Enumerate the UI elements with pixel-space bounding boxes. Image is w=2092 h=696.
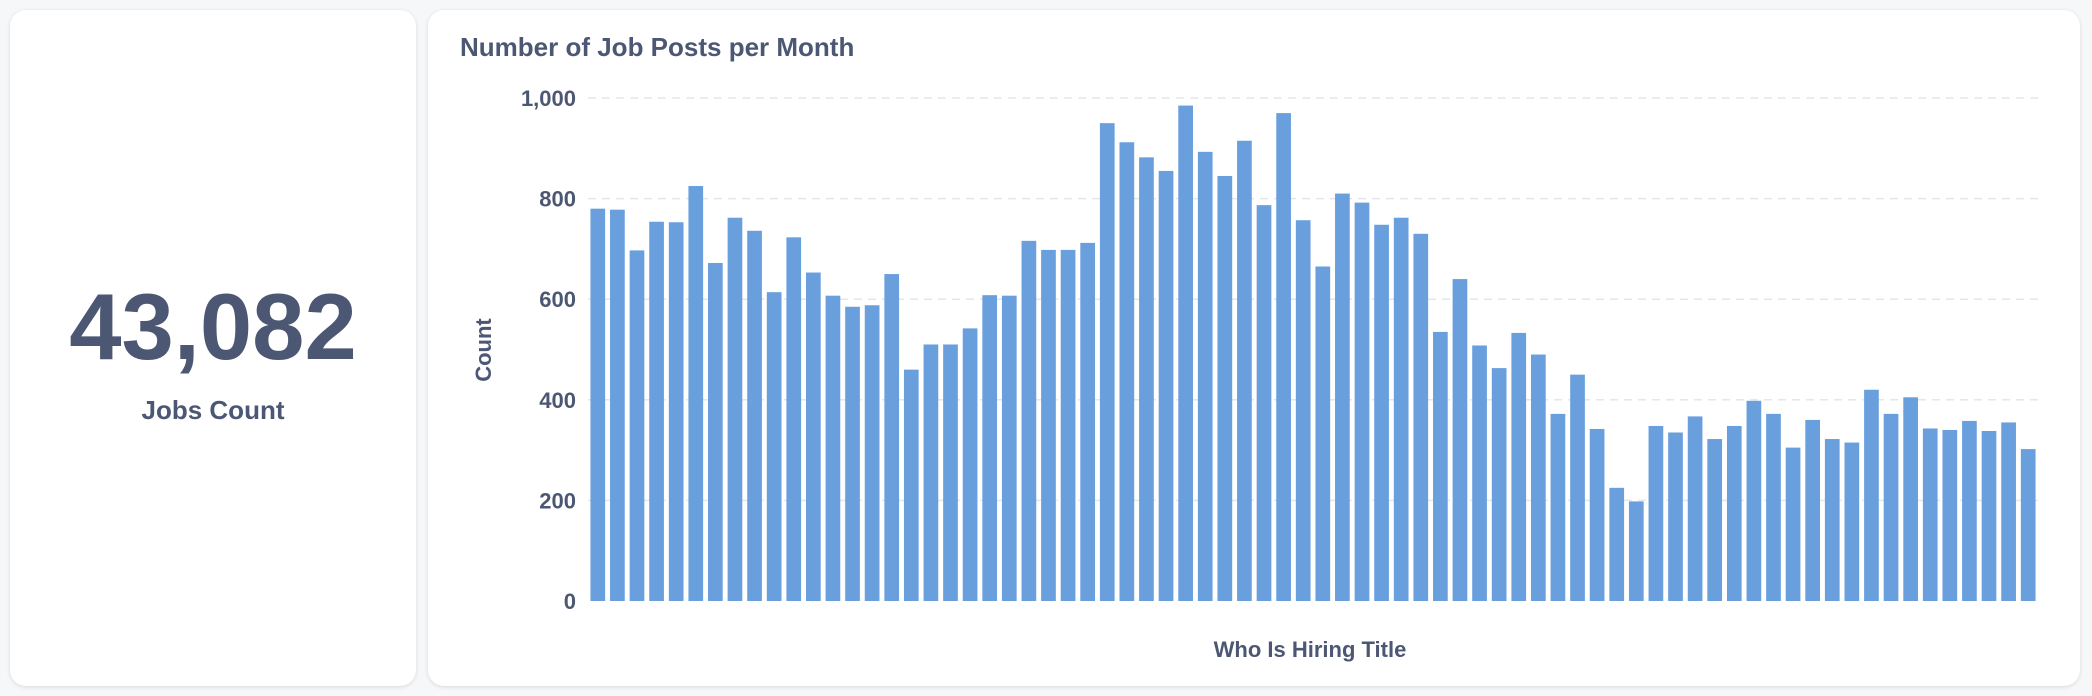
bar[interactable]	[943, 344, 958, 601]
bar[interactable]	[1668, 432, 1683, 602]
bar[interactable]	[1354, 202, 1370, 601]
bar[interactable]	[1119, 142, 1135, 601]
bar[interactable]	[923, 344, 939, 601]
bar[interactable]	[1060, 249, 1076, 601]
bar[interactable]	[1099, 123, 1115, 602]
bar[interactable]	[1903, 397, 1918, 601]
bar[interactable]	[590, 208, 606, 601]
bar[interactable]	[884, 274, 900, 601]
bar[interactable]	[1158, 170, 1174, 601]
bar[interactable]	[1766, 413, 1781, 601]
bar[interactable]	[864, 305, 880, 601]
bar[interactable]	[1295, 220, 1311, 602]
bar[interactable]	[1805, 419, 1821, 601]
bar[interactable]	[1746, 400, 1762, 601]
y-tick-label: 0	[564, 589, 576, 614]
bar[interactable]	[1217, 175, 1233, 601]
bar[interactable]	[1511, 332, 1527, 601]
bar[interactable]	[1844, 442, 1860, 601]
y-tick-label: 400	[539, 388, 576, 413]
y-tick-label: 200	[539, 488, 576, 513]
bar[interactable]	[1609, 487, 1625, 601]
bar[interactable]	[610, 209, 625, 602]
y-axis-ticks: 0 200 400 600 800 1,000	[521, 86, 576, 614]
bar[interactable]	[1374, 224, 1389, 601]
y-tick-label: 600	[539, 287, 576, 312]
bar[interactable]	[1962, 420, 1977, 601]
bar[interactable]	[1472, 345, 1487, 601]
bar[interactable]	[629, 250, 645, 601]
bar[interactable]	[1256, 205, 1272, 601]
bar[interactable]	[1864, 389, 1879, 601]
bar[interactable]	[805, 272, 821, 601]
bar[interactable]	[1335, 193, 1350, 601]
bar[interactable]	[1707, 439, 1723, 601]
bar[interactable]	[1942, 429, 1958, 601]
bar[interactable]	[1452, 279, 1468, 601]
bar[interactable]	[1139, 157, 1154, 601]
x-axis-label: Who Is Hiring Title	[1214, 637, 1407, 662]
bar[interactable]	[708, 262, 723, 601]
bar[interactable]	[1433, 331, 1448, 601]
y-tick-label: 1,000	[521, 86, 576, 111]
bar[interactable]	[982, 295, 998, 601]
bar[interactable]	[1883, 413, 1899, 601]
bar[interactable]	[1178, 105, 1193, 602]
bar[interactable]	[1197, 151, 1213, 601]
bar[interactable]	[1491, 368, 1507, 601]
bar[interactable]	[1550, 413, 1566, 601]
bar[interactable]	[1080, 242, 1096, 602]
bar-chart: 0 200 400 600 800 1,000 Count Who Is Hiring T…	[471, 86, 2038, 662]
jobs-count-label: Jobs Count	[141, 395, 285, 425]
bar[interactable]	[1237, 140, 1252, 601]
y-tick-label: 800	[539, 187, 576, 212]
bar[interactable]	[766, 292, 782, 601]
bar[interactable]	[688, 186, 704, 601]
bars	[590, 105, 2036, 602]
grid-lines	[588, 97, 2038, 502]
bar[interactable]	[1413, 233, 1429, 601]
bar[interactable]	[1570, 374, 1585, 601]
bar[interactable]	[1530, 354, 1546, 601]
bar[interactable]	[1315, 266, 1331, 602]
bar[interactable]	[1276, 113, 1291, 601]
bar[interactable]	[1824, 439, 1840, 601]
bar[interactable]	[747, 230, 762, 602]
bar[interactable]	[2001, 422, 2016, 601]
bar[interactable]	[1687, 416, 1703, 601]
bar[interactable]	[1981, 430, 1997, 601]
bar[interactable]	[668, 222, 684, 602]
bar[interactable]	[2020, 449, 2036, 601]
bar[interactable]	[1628, 501, 1644, 601]
bar[interactable]	[649, 221, 664, 602]
bar[interactable]	[845, 306, 860, 601]
bar[interactable]	[1726, 425, 1742, 601]
bar[interactable]	[786, 237, 802, 601]
bar[interactable]	[903, 369, 919, 601]
bar[interactable]	[1785, 447, 1801, 601]
bar[interactable]	[1648, 425, 1664, 601]
job-posts-chart-card[interactable]: Number of Job Posts per Month 0 200 400 600…	[428, 10, 2080, 686]
y-axis-label: Count	[471, 318, 496, 382]
jobs-count-value: 43,082	[69, 274, 357, 379]
bar[interactable]	[1589, 428, 1605, 601]
bar[interactable]	[1393, 217, 1409, 601]
bar[interactable]	[1001, 295, 1017, 601]
bar[interactable]	[1922, 428, 1938, 601]
jobs-count-card[interactable]: 43,082 Jobs Count	[10, 10, 416, 686]
chart-title[interactable]: Number of Job Posts per Month	[460, 32, 855, 62]
bar[interactable]	[727, 217, 743, 601]
bar[interactable]	[1041, 249, 1056, 601]
bar[interactable]	[1021, 240, 1037, 601]
bar[interactable]	[962, 328, 978, 601]
bar[interactable]	[825, 295, 841, 601]
